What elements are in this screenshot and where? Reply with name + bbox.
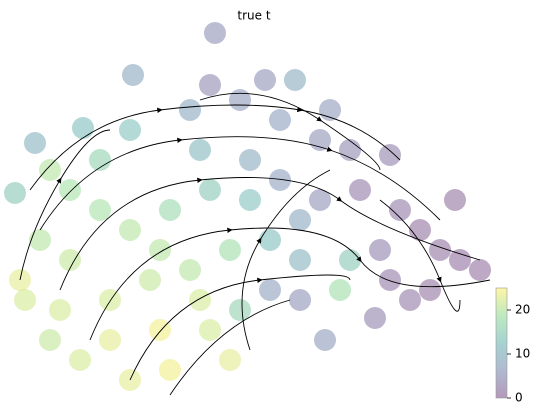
- point: [99, 289, 121, 311]
- point: [389, 199, 411, 221]
- point: [229, 89, 251, 111]
- point: [199, 179, 221, 201]
- point: [179, 99, 201, 121]
- point: [199, 319, 221, 341]
- point: [314, 329, 336, 351]
- point: [409, 219, 431, 241]
- point: [289, 209, 311, 231]
- point: [179, 259, 201, 281]
- points: [4, 22, 491, 391]
- point: [419, 279, 441, 301]
- point: [444, 189, 466, 211]
- point: [199, 74, 221, 96]
- chart-title: true t: [237, 9, 270, 23]
- point: [89, 149, 111, 171]
- colorbar-tick-label: 0: [515, 391, 523, 405]
- point: [149, 239, 171, 261]
- point: [219, 349, 241, 371]
- point: [29, 229, 51, 251]
- point: [49, 299, 71, 321]
- point: [39, 329, 61, 351]
- point: [159, 359, 181, 381]
- point: [239, 149, 261, 171]
- point: [469, 259, 491, 281]
- point: [284, 69, 306, 91]
- point: [122, 64, 144, 86]
- point: [339, 249, 361, 271]
- point: [39, 159, 61, 181]
- streamlines: [19, 92, 491, 396]
- point: [59, 249, 81, 271]
- point: [429, 239, 451, 261]
- point: [204, 22, 226, 44]
- point: [119, 219, 141, 241]
- point: [289, 249, 311, 271]
- point: [364, 307, 386, 329]
- point: [14, 289, 36, 311]
- point: [259, 229, 281, 251]
- point: [4, 182, 26, 204]
- point: [329, 279, 351, 301]
- point: [119, 119, 141, 141]
- point: [289, 289, 311, 311]
- point: [69, 349, 91, 371]
- point: [139, 269, 161, 291]
- point: [259, 279, 281, 301]
- point: [72, 117, 94, 139]
- point: [254, 69, 276, 91]
- point: [269, 109, 291, 131]
- point: [399, 289, 421, 311]
- point: [189, 289, 211, 311]
- colorbar-tick-label: 10: [515, 347, 530, 361]
- point: [149, 319, 171, 341]
- point: [239, 189, 261, 211]
- colorbar-tick-label: 20: [515, 303, 530, 317]
- point: [379, 144, 401, 166]
- point: [369, 239, 391, 261]
- point: [449, 249, 471, 271]
- point: [379, 269, 401, 291]
- colorbar: [495, 287, 508, 399]
- point: [99, 329, 121, 351]
- point: [89, 199, 111, 221]
- point: [229, 299, 251, 321]
- point: [24, 132, 46, 154]
- point: [159, 199, 181, 221]
- point: [309, 129, 331, 151]
- point: [59, 179, 81, 201]
- point: [219, 239, 241, 261]
- point: [349, 179, 371, 201]
- point: [189, 139, 211, 161]
